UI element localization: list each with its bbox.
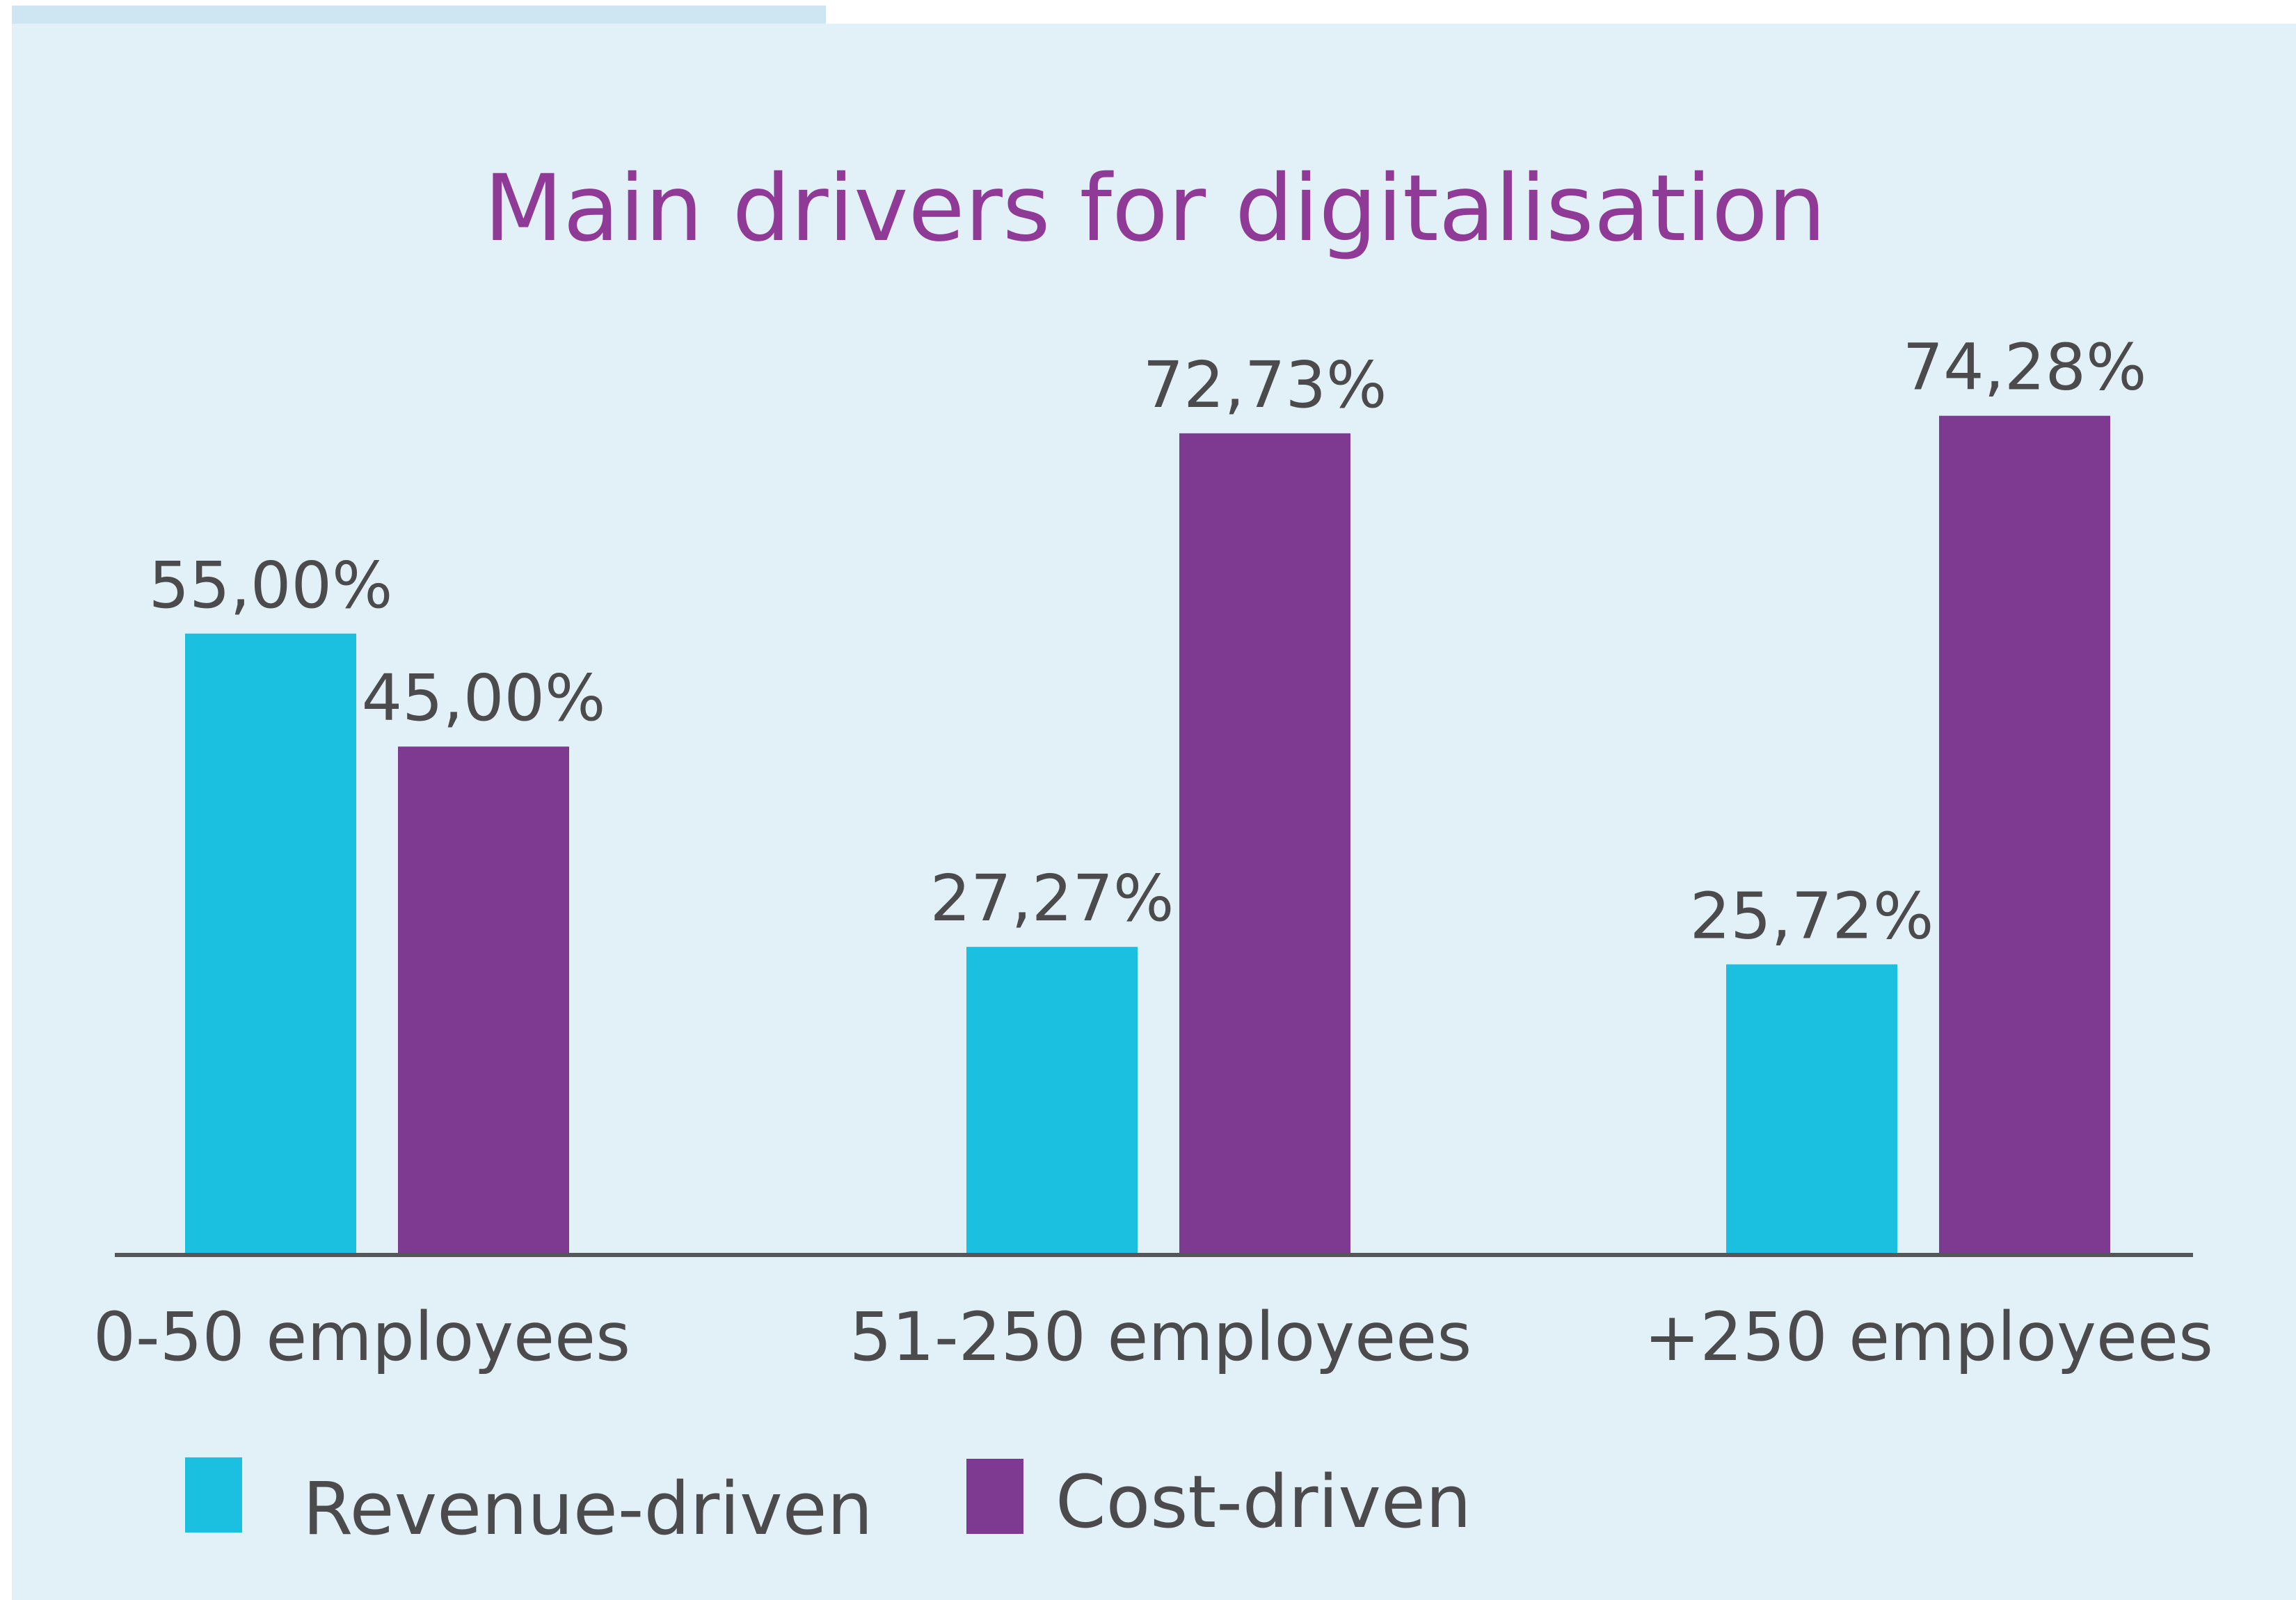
legend-label-cost-driven: Cost-driven bbox=[1055, 1459, 1472, 1544]
bar-revenue-driven-0-50-employees bbox=[185, 633, 356, 1255]
value-label-cost-driven-250-employees: 74,28% bbox=[1903, 330, 2147, 405]
chart-panel bbox=[12, 24, 2296, 1600]
value-label-revenue-driven-51-250-employees: 27,27% bbox=[930, 861, 1174, 936]
bar-cost-driven-0-50-employees bbox=[398, 746, 569, 1255]
value-label-cost-driven-51-250-employees: 72,73% bbox=[1143, 348, 1387, 422]
legend: Revenue-driven Cost-driven bbox=[185, 1457, 1472, 1551]
chart-title: Main drivers for digitalisation bbox=[484, 155, 1826, 262]
legend-swatch-revenue-driven bbox=[185, 1457, 242, 1533]
bar-revenue-driven-51-250-employees bbox=[966, 947, 1138, 1255]
bar-cost-driven-250-employees bbox=[1939, 415, 2110, 1255]
legend-swatch-cost-driven bbox=[966, 1459, 1023, 1534]
category-label-0-50-employees: 0-50 employees bbox=[93, 1298, 630, 1376]
category-label-51-250-employees: 51-250 employees bbox=[850, 1298, 1472, 1376]
value-label-cost-driven-0-50-employees: 45,00% bbox=[362, 661, 606, 735]
bar-revenue-driven-250-employees bbox=[1726, 964, 1897, 1255]
bar-cost-driven-51-250-employees bbox=[1179, 433, 1350, 1256]
category-labels-layer: 0-50 employees 51-250 employees +250 emplo… bbox=[93, 1298, 2213, 1376]
value-label-revenue-driven-250-employees: 25,72% bbox=[1690, 879, 1934, 953]
legend-label-revenue-driven: Revenue-driven bbox=[303, 1466, 873, 1551]
value-labels-layer: 55,00% 45,00% 27,27% 72,73% 25,72% 74,28% bbox=[149, 330, 2147, 954]
category-label-250-employees: +250 employees bbox=[1644, 1298, 2213, 1376]
bars-layer bbox=[185, 415, 2110, 1256]
value-label-revenue-driven-0-50-employees: 55,00% bbox=[149, 548, 393, 623]
panel-top-tab bbox=[12, 6, 826, 24]
